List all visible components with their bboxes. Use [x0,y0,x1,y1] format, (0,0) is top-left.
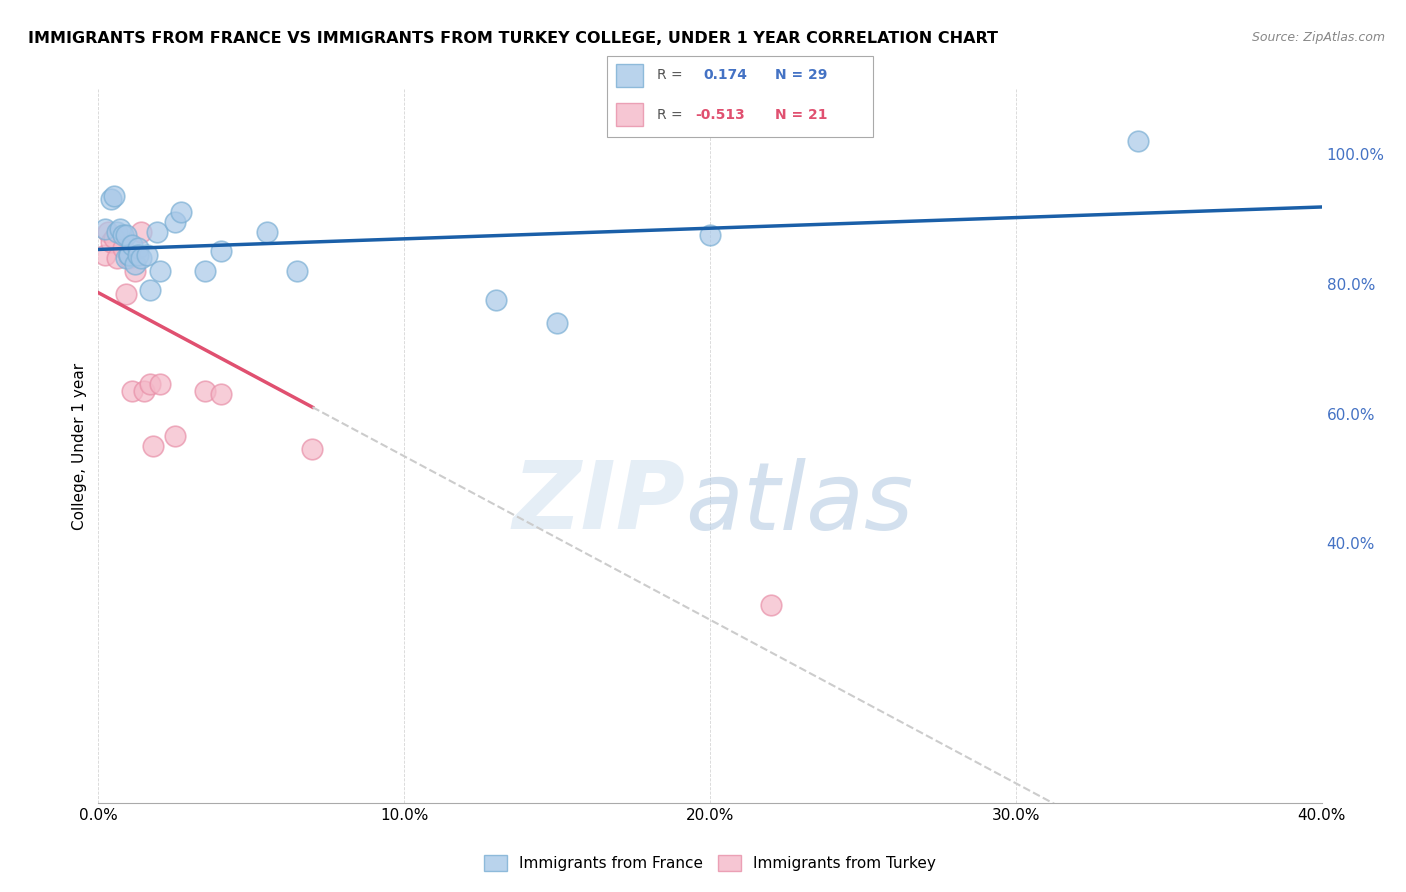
Y-axis label: College, Under 1 year: College, Under 1 year [72,362,87,530]
Point [127,247,149,261]
Point [105,225,128,239]
Point [108,221,131,235]
Point [129,225,152,239]
Point [121,238,143,252]
Text: N = 21: N = 21 [775,108,827,122]
Point [285,264,308,278]
Text: R =: R = [657,68,682,82]
Point [759,598,782,612]
Point [163,429,186,443]
Point [209,387,232,401]
Point [115,228,138,243]
FancyBboxPatch shape [616,103,643,127]
Point [100,235,122,249]
Point [115,286,138,301]
Point [209,244,232,259]
Point [163,215,186,229]
Point [139,283,162,297]
Point [194,264,217,278]
Point [115,251,138,265]
Point [256,225,278,239]
Point [124,264,146,278]
Text: atlas: atlas [686,458,914,549]
Text: -0.513: -0.513 [695,108,745,122]
Point [111,241,134,255]
Point [105,251,128,265]
Point [103,189,125,203]
FancyBboxPatch shape [607,56,873,136]
Point [170,205,193,219]
Point [100,193,122,207]
Point [149,377,172,392]
Text: ZIP: ZIP [513,457,686,549]
Point [129,251,152,265]
Text: Source: ZipAtlas.com: Source: ZipAtlas.com [1251,31,1385,45]
Point [103,231,125,245]
Point [699,228,721,243]
Point [142,439,165,453]
Text: N = 29: N = 29 [775,68,827,82]
Point [93,221,115,235]
Point [301,442,323,457]
Point [97,225,120,239]
Point [127,241,149,255]
Text: 0.174: 0.174 [703,68,747,82]
Text: IMMIGRANTS FROM FRANCE VS IMMIGRANTS FROM TURKEY COLLEGE, UNDER 1 YEAR CORRELATI: IMMIGRANTS FROM FRANCE VS IMMIGRANTS FRO… [28,31,998,46]
Point [149,264,172,278]
Point [118,251,141,265]
Point [121,384,143,398]
Point [1128,134,1150,148]
Point [136,247,159,261]
Text: R =: R = [657,108,682,122]
Point [118,247,141,261]
Point [546,316,568,330]
Point [134,384,156,398]
Point [118,247,141,261]
Point [139,377,162,392]
Point [124,257,146,271]
Point [118,247,141,261]
Point [93,247,115,261]
Point [194,384,217,398]
Point [145,225,167,239]
Point [111,228,134,243]
FancyBboxPatch shape [616,63,643,87]
Point [485,293,508,307]
Legend: Immigrants from France, Immigrants from Turkey: Immigrants from France, Immigrants from … [478,849,942,877]
